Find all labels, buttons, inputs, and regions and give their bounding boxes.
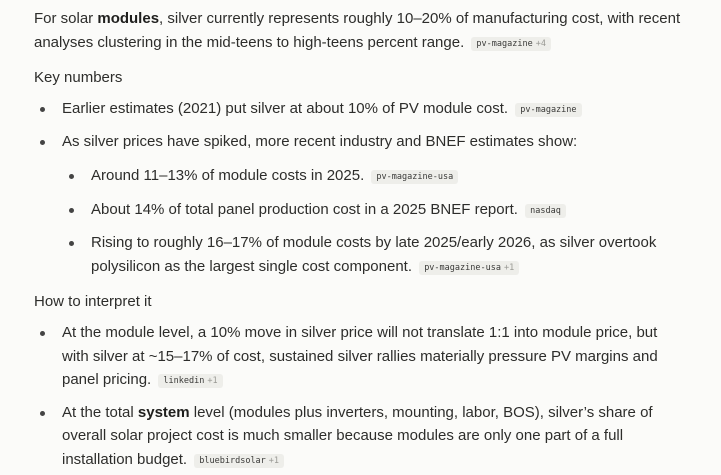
nested-list: Around 11–13% of module costs in 2025. p… xyxy=(62,164,681,278)
source-chip-label: pv-magazine xyxy=(520,105,577,115)
source-chip-pv-magazine[interactable]: pv-magazine +4 xyxy=(471,36,551,51)
source-chip-count: +1 xyxy=(503,262,515,273)
source-chip-label: pv-magazine-usa xyxy=(376,172,454,182)
list-item: As silver prices have spiked, more recen… xyxy=(34,130,681,279)
intro-text-pre: For solar xyxy=(34,10,98,27)
intro-paragraph: For solar modules, silver currently repr… xyxy=(34,7,681,54)
intro-bold: modules xyxy=(97,10,160,27)
list-item-text: About 14% of total panel production cost… xyxy=(91,200,518,218)
source-chip-count: +4 xyxy=(535,38,546,49)
intro-text-post: , silver currently represents roughly 10… xyxy=(34,10,681,51)
list-item-bold: system xyxy=(137,403,190,421)
source-chip-pv-magazine-usa[interactable]: pv-magazine-usa xyxy=(371,170,459,184)
nested-list-item: Rising to roughly 16–17% of module costs… xyxy=(62,231,681,278)
nested-list-item: Around 11–13% of module costs in 2025. p… xyxy=(62,164,681,188)
source-chip-count: +1 xyxy=(268,455,280,466)
list-item-text: Around 11–13% of module costs in 2025. xyxy=(91,167,365,184)
list-item: At the module level, a 10% move in silve… xyxy=(34,321,681,392)
nested-list-item: About 14% of total panel production cost… xyxy=(62,198,681,222)
source-chip-label: bluebirdsolar xyxy=(199,455,266,466)
source-chip-label: pv-magazine-usa xyxy=(424,262,501,273)
list-item-text: Earlier estimates (2021) put silver at a… xyxy=(62,100,509,117)
source-chip-label: nasdaq xyxy=(530,205,561,216)
source-chip-label: pv-magazine xyxy=(476,38,533,49)
interpret-list: At the module level, a 10% move in silve… xyxy=(34,321,681,471)
list-item-text: At the module level, a 10% move in silve… xyxy=(62,324,658,388)
list-item-text: As silver prices have spiked, more recen… xyxy=(62,132,578,150)
key-numbers-list: Earlier estimates (2021) put silver at a… xyxy=(34,97,681,278)
list-item-text-post: level (modules plus inverters, mounting,… xyxy=(62,403,653,468)
list-item: Earlier estimates (2021) put silver at a… xyxy=(34,97,681,121)
source-chip-bluebirdsolar[interactable]: bluebirdsolar +1 xyxy=(194,453,285,468)
list-item-text: Rising to roughly 16–17% of module costs… xyxy=(91,234,657,275)
source-chip-count: +1 xyxy=(207,376,218,386)
source-chip-pv-magazine[interactable]: pv-magazine xyxy=(515,103,582,117)
list-item: At the total system level (modules plus … xyxy=(34,401,681,472)
list-item-text-pre: At the total xyxy=(62,403,138,421)
source-chip-label: linkedin xyxy=(163,376,205,386)
source-chip-linkedin[interactable]: linkedin +1 xyxy=(158,374,223,388)
source-chip-pv-magazine-usa[interactable]: pv-magazine-usa +1 xyxy=(419,260,520,275)
key-numbers-heading: Key numbers xyxy=(34,69,123,86)
interpret-heading: How to interpret it xyxy=(34,293,152,310)
source-chip-nasdaq[interactable]: nasdaq xyxy=(525,203,566,218)
